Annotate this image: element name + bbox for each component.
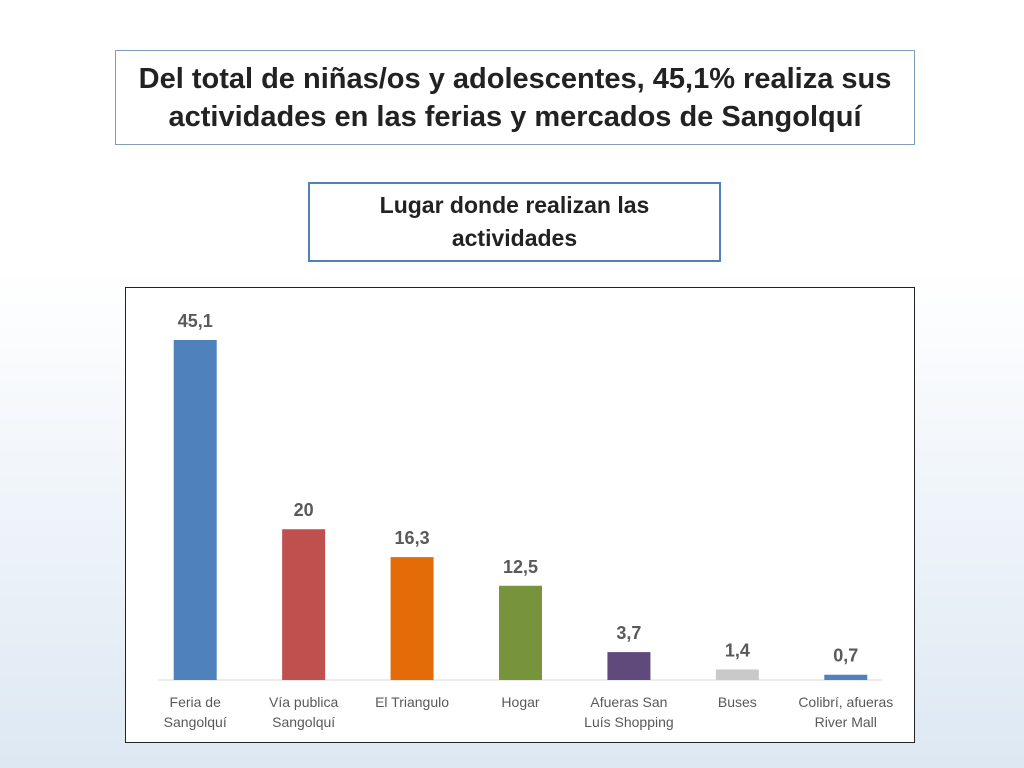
value-label: 0,7	[833, 646, 858, 666]
bar	[282, 529, 326, 680]
x-tick-label: Feria de Sangolquí	[163, 694, 227, 730]
chart-title: Lugar donde realizan las actividades	[308, 182, 721, 262]
bar	[499, 585, 542, 680]
bar	[390, 557, 434, 680]
x-tick-label: Colibrí, afueras River Mall	[798, 694, 894, 730]
x-tick-label: Hogar	[501, 694, 540, 710]
value-label: 45,1	[178, 311, 213, 331]
value-label: 1,4	[725, 640, 750, 660]
bar	[824, 674, 868, 680]
slide-title: Del total de niñas/os y adolescentes, 45…	[115, 50, 915, 145]
bar	[173, 340, 217, 680]
x-tick-label: Afueras San Luís Shopping	[584, 694, 674, 730]
value-label: 20	[294, 500, 314, 520]
value-label: 12,5	[503, 557, 538, 577]
bar	[607, 652, 651, 680]
value-label: 16,3	[395, 528, 430, 548]
x-tick-label: Vía publica Sangolquí	[269, 694, 339, 730]
x-tick-label: Buses	[717, 694, 757, 710]
x-tick-label: El Triangulo	[375, 694, 450, 710]
bar	[715, 669, 759, 680]
value-label: 3,7	[616, 623, 641, 643]
